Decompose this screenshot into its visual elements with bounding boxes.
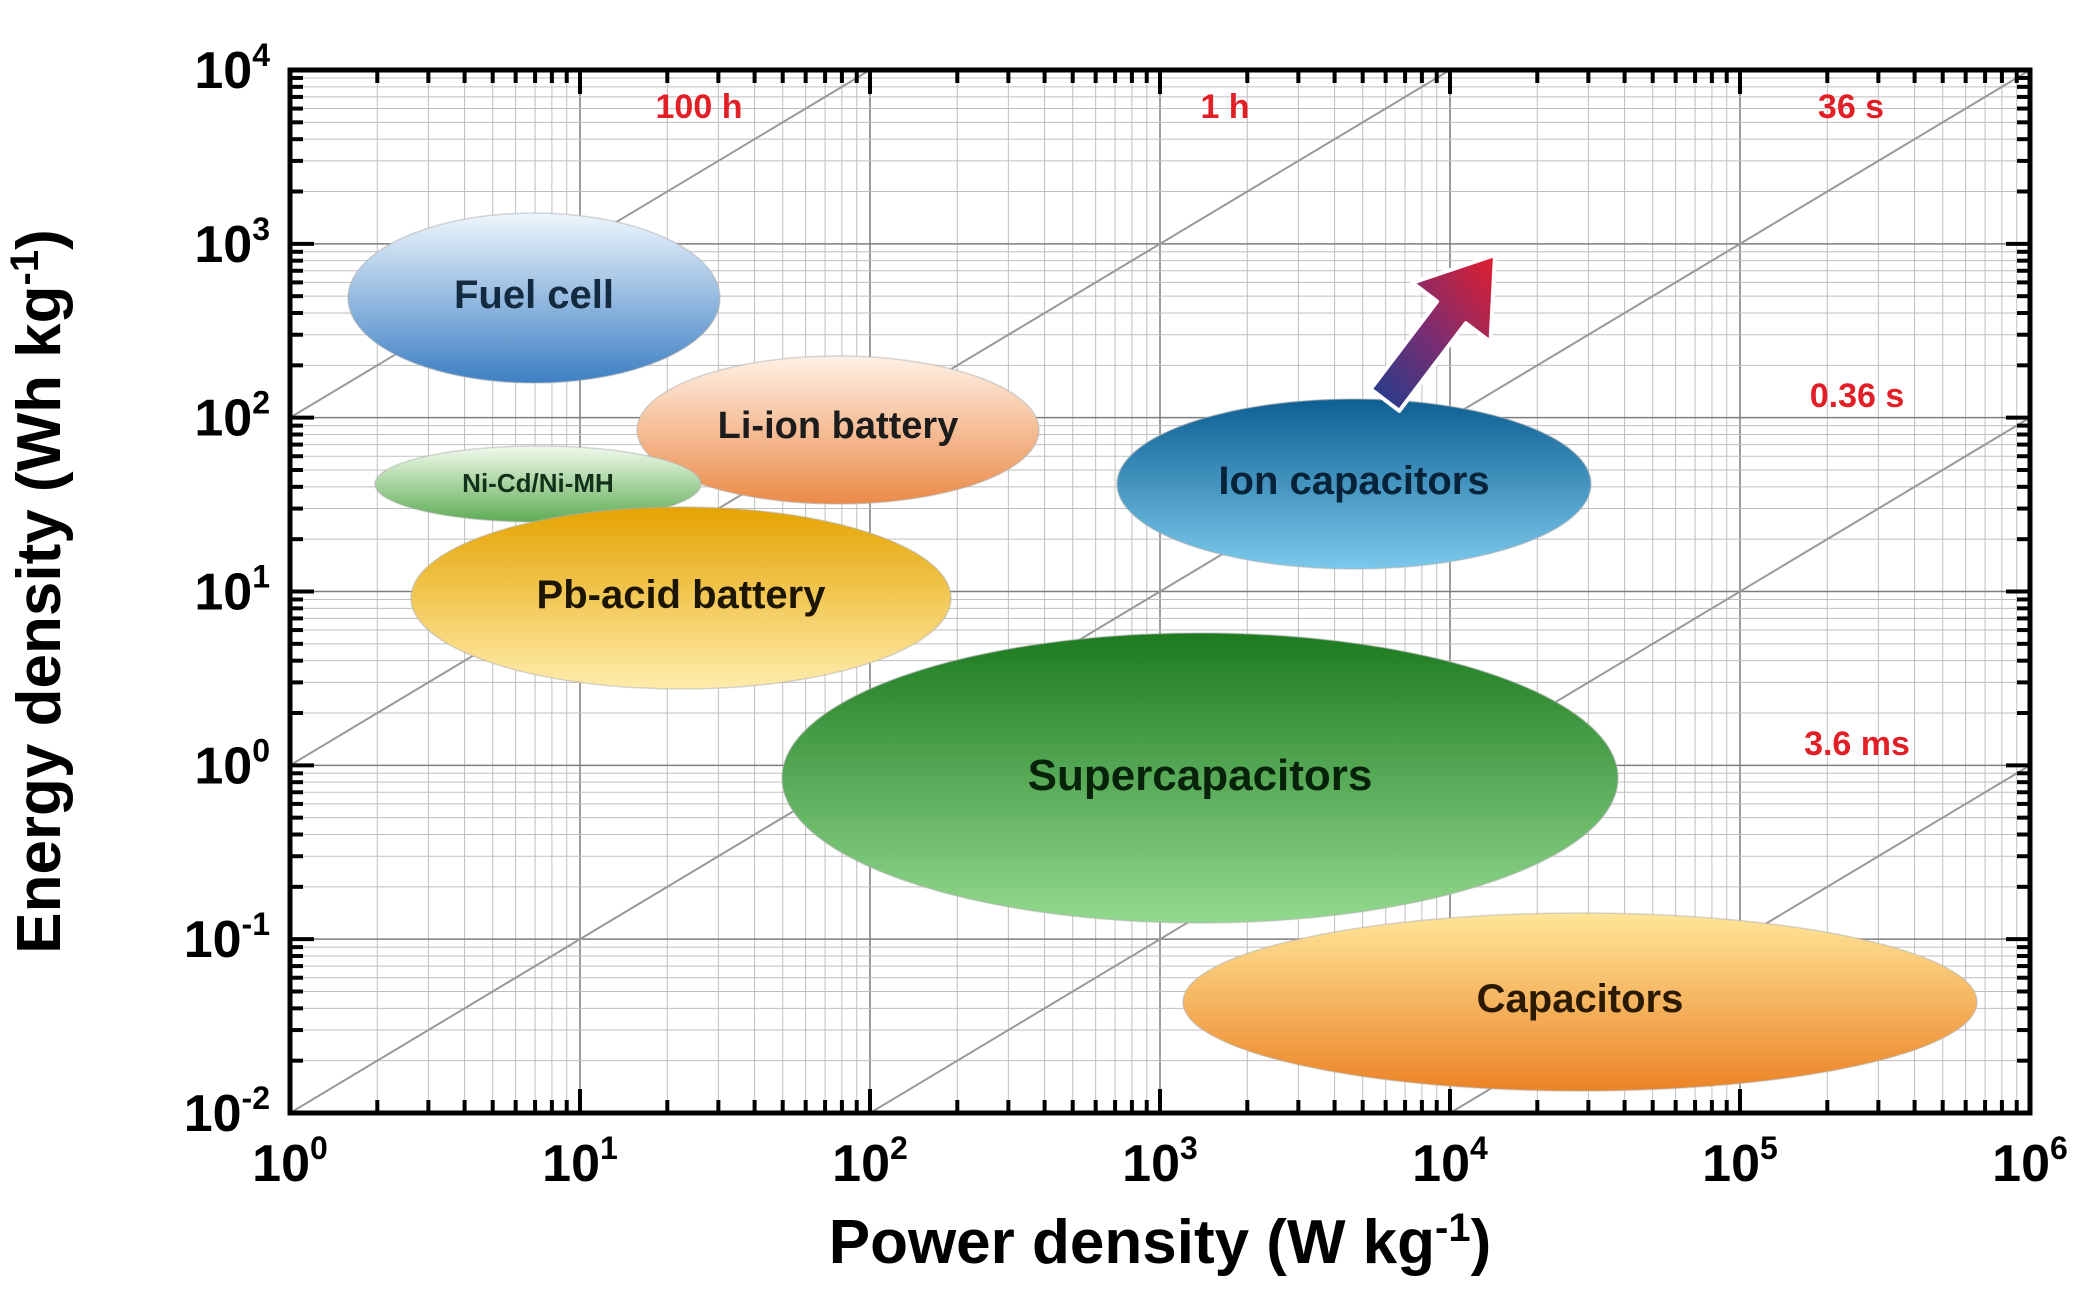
- svg-text:Capacitors: Capacitors: [1477, 977, 1684, 1021]
- svg-text:Supercapacitors: Supercapacitors: [1028, 751, 1373, 800]
- svg-text:Li-ion battery: Li-ion battery: [718, 405, 959, 447]
- svg-text:Power density (W kg-1): Power density (W kg-1): [829, 1206, 1492, 1277]
- svg-text:Fuel cell: Fuel cell: [454, 273, 614, 317]
- svg-text:36 s: 36 s: [1818, 88, 1884, 126]
- svg-text:3.6 ms: 3.6 ms: [1804, 725, 1910, 763]
- svg-text:100 h: 100 h: [656, 88, 743, 126]
- svg-text:1 h: 1 h: [1200, 88, 1249, 126]
- svg-text:Energy density (Wh kg-1): Energy density (Wh kg-1): [3, 229, 74, 954]
- svg-text:0.36 s: 0.36 s: [1810, 377, 1905, 415]
- svg-text:Ion capacitors: Ion capacitors: [1218, 459, 1489, 503]
- svg-text:Pb-acid battery: Pb-acid battery: [537, 573, 827, 617]
- svg-text:Ni-Cd/Ni-MH: Ni-Cd/Ni-MH: [462, 468, 614, 498]
